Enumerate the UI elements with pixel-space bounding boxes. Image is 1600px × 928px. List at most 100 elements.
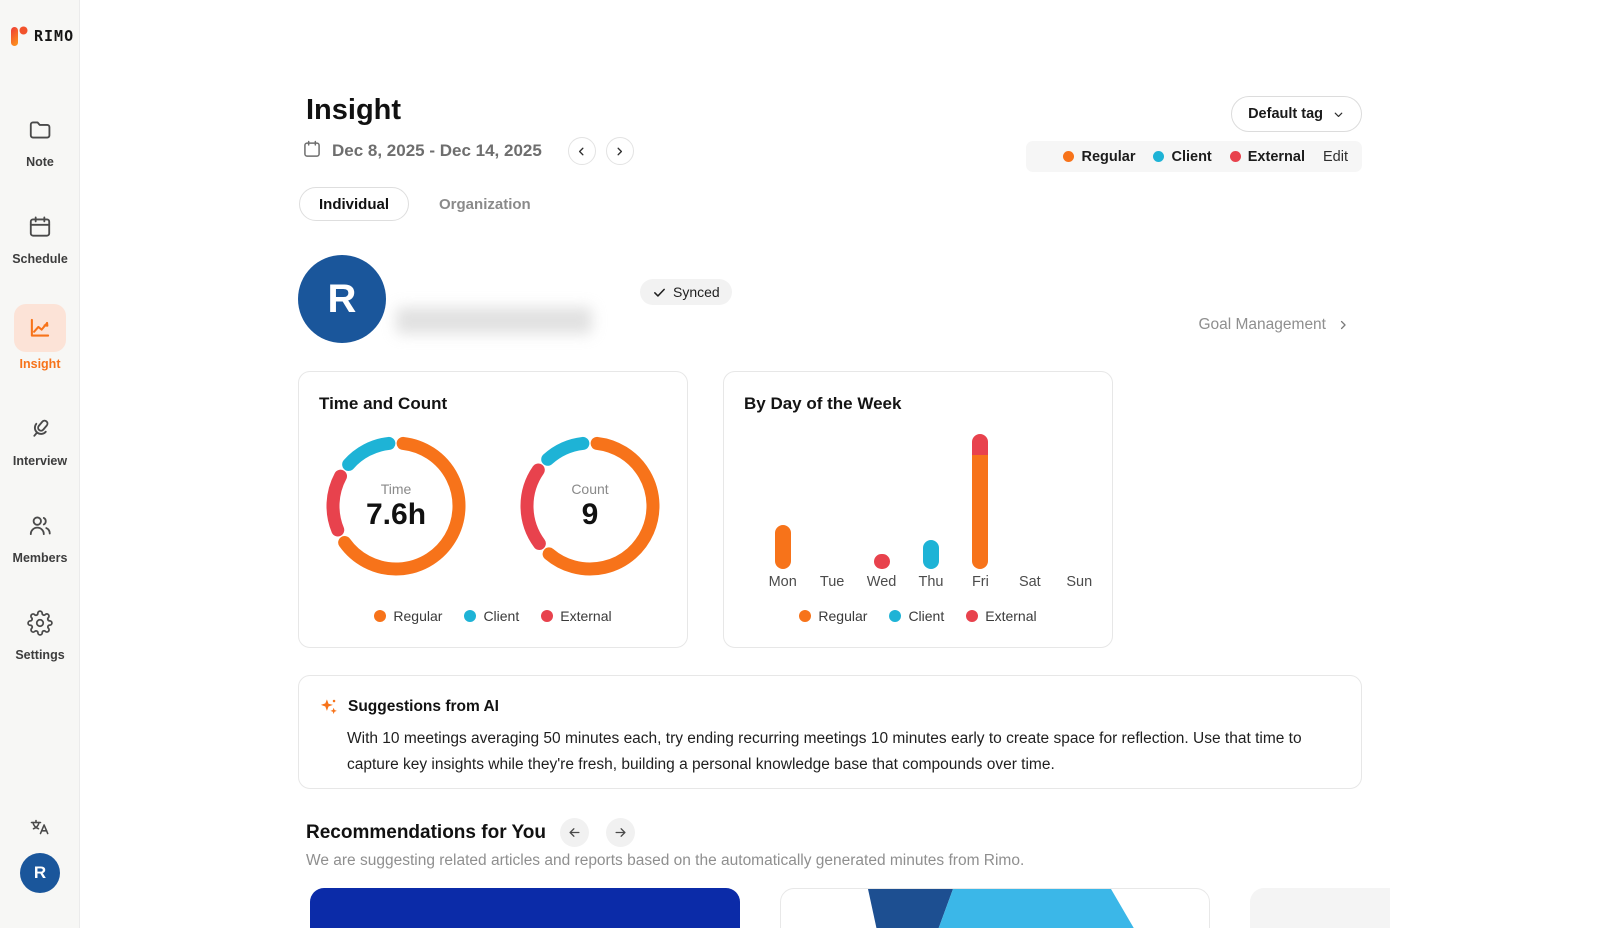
- sidebar-item-members[interactable]: Members: [0, 496, 80, 577]
- carousel-next-button[interactable]: [606, 818, 635, 847]
- bar-column-mon: [758, 525, 807, 569]
- legend-label: Client: [1171, 148, 1212, 165]
- time-and-count-card: Time and Count Time 7.6h Count 9 Regular Cl…: [298, 371, 688, 648]
- sidebar-item-schedule[interactable]: Schedule: [0, 197, 80, 278]
- legend-dot: [374, 610, 387, 622]
- app-logo[interactable]: RIMO: [9, 22, 74, 50]
- by-day-card: By Day of the Week Mon Tue Wed Thu Fri Sat Sun…: [723, 371, 1113, 648]
- sidebar-nav: Note Schedule Insight Interview Members Setti…: [0, 100, 80, 690]
- sidebar-item-settings[interactable]: Settings: [0, 593, 80, 674]
- legend-dot: [799, 610, 812, 622]
- legend-label: Client: [483, 608, 520, 624]
- prev-period-button[interactable]: [567, 137, 596, 165]
- time-donut-chart: Time 7.6h: [316, 426, 476, 586]
- day-label-tue: Tue: [819, 574, 845, 590]
- day-label-thu: Thu: [918, 574, 944, 590]
- card-legend-item-regular: Regular: [799, 608, 867, 624]
- arrow-left-icon: [569, 828, 580, 837]
- goal-management-label: Goal Management: [1198, 316, 1326, 333]
- default-tag-label: Default tag: [1248, 106, 1323, 122]
- date-range[interactable]: Dec 8, 2025 - Dec 14, 2025: [332, 141, 542, 160]
- sidebar-item-label: Note: [26, 155, 54, 169]
- goal-management-link[interactable]: Goal Management: [1198, 316, 1350, 334]
- by-day-bar-chart: [758, 429, 1104, 569]
- recommendation-card-3[interactable]: [1250, 888, 1390, 928]
- card-legend-item-client: Client: [464, 608, 519, 624]
- user-avatar-small[interactable]: R: [20, 853, 60, 893]
- legend-dot: [889, 610, 902, 622]
- bar-column-thu: [906, 539, 955, 569]
- check-icon: [654, 288, 665, 297]
- sidebar-bottom: R: [0, 808, 80, 928]
- legend-dot: [1063, 151, 1075, 162]
- cover-art: [868, 889, 1134, 928]
- rimo-logo-icon: [11, 26, 28, 46]
- next-period-button[interactable]: [605, 137, 634, 165]
- donut-center-value: 7.6h: [365, 497, 427, 531]
- card-legend-item-external: External: [541, 608, 612, 624]
- edit-tags-button[interactable]: Edit: [1323, 148, 1348, 165]
- app-logo-text: RIMO: [34, 27, 75, 45]
- donut-center: Count 9: [510, 426, 670, 586]
- sidebar-item-label: Interview: [12, 454, 68, 468]
- members-icon: [14, 506, 66, 546]
- translate-icon[interactable]: [28, 814, 52, 843]
- sidebar-item-label: Settings: [15, 648, 65, 662]
- user-name-redacted: [396, 307, 592, 334]
- calendar-icon: [302, 139, 322, 164]
- legend-dot: [1229, 151, 1241, 162]
- by-day-title: By Day of the Week: [744, 394, 902, 413]
- time-and-count-title: Time and Count: [319, 394, 448, 413]
- tag-legend-item-client: Client: [1153, 148, 1212, 165]
- legend-dot: [541, 610, 554, 622]
- donut-center-value: 9: [581, 497, 599, 531]
- gear-icon: [14, 603, 66, 643]
- donut-center-label: Time: [380, 480, 412, 497]
- chevron-right-icon: [1340, 320, 1346, 330]
- sidebar-item-insight[interactable]: Insight: [0, 294, 80, 383]
- sidebar-item-label: Schedule: [12, 252, 68, 266]
- legend-dot: [1153, 151, 1165, 162]
- recommendations-title: Recommendations for You: [306, 821, 546, 843]
- ai-suggestions-header: Suggestions from AI: [319, 697, 499, 716]
- legend-label: Regular: [1081, 148, 1136, 165]
- card-legend-item-external: External: [966, 608, 1037, 624]
- legend-label: Client: [908, 608, 945, 624]
- recommendation-card-2[interactable]: [780, 888, 1210, 928]
- ai-suggestions-card: Suggestions from AI With 10 meetings ave…: [298, 675, 1362, 789]
- tag-legend-items: Regular Client External: [1063, 149, 1305, 165]
- donut-center: Time 7.6h: [316, 426, 476, 586]
- legend-dot: [966, 610, 979, 622]
- day-label-fri: Fri: [971, 574, 989, 590]
- recommendations-subtitle: We are suggesting related articles and r…: [306, 852, 1025, 869]
- view-tabs: Individual Organization: [299, 187, 535, 221]
- ai-suggestions-body: With 10 meetings averaging 50 minutes ea…: [347, 730, 1302, 773]
- tag-legend-item-external: External: [1229, 148, 1305, 165]
- bar-segment-regular: [972, 454, 989, 569]
- bar-column-fri: [956, 434, 1005, 569]
- main-content: Insight Dec 8, 2025 - Dec 14, 2025 Defau…: [80, 0, 1600, 928]
- time-card-legend: Regular Client External: [299, 608, 687, 624]
- calendar-icon: [14, 207, 66, 247]
- day-label-wed: Wed: [866, 574, 897, 590]
- bar-segment-regular: [774, 525, 791, 569]
- tab-organization[interactable]: Organization: [439, 195, 531, 213]
- legend-label: Regular: [818, 608, 868, 624]
- legend-label: External: [985, 608, 1037, 624]
- bar-segment-external: [972, 434, 989, 455]
- donut-center-label: Count: [571, 480, 609, 497]
- sidebar-item-note[interactable]: Note: [0, 100, 80, 181]
- default-tag-dropdown[interactable]: Default tag: [1231, 96, 1362, 132]
- tag-legend-item-regular: Regular: [1063, 149, 1135, 165]
- tab-individual[interactable]: Individual: [299, 187, 410, 221]
- day-label-sat: Sat: [1018, 574, 1041, 590]
- recommendation-card-1[interactable]: [310, 888, 740, 928]
- day-axis-labels: Mon Tue Wed Thu Fri Sat Sun: [758, 574, 1104, 590]
- profile-avatar: R: [298, 255, 386, 343]
- sidebar-item-interview[interactable]: Interview: [0, 399, 80, 480]
- legend-label: External: [1247, 148, 1305, 165]
- arrow-right-icon: [615, 828, 626, 837]
- carousel-prev-button[interactable]: [560, 818, 589, 847]
- tag-legend-bar: Regular Client External Edit: [1026, 141, 1362, 172]
